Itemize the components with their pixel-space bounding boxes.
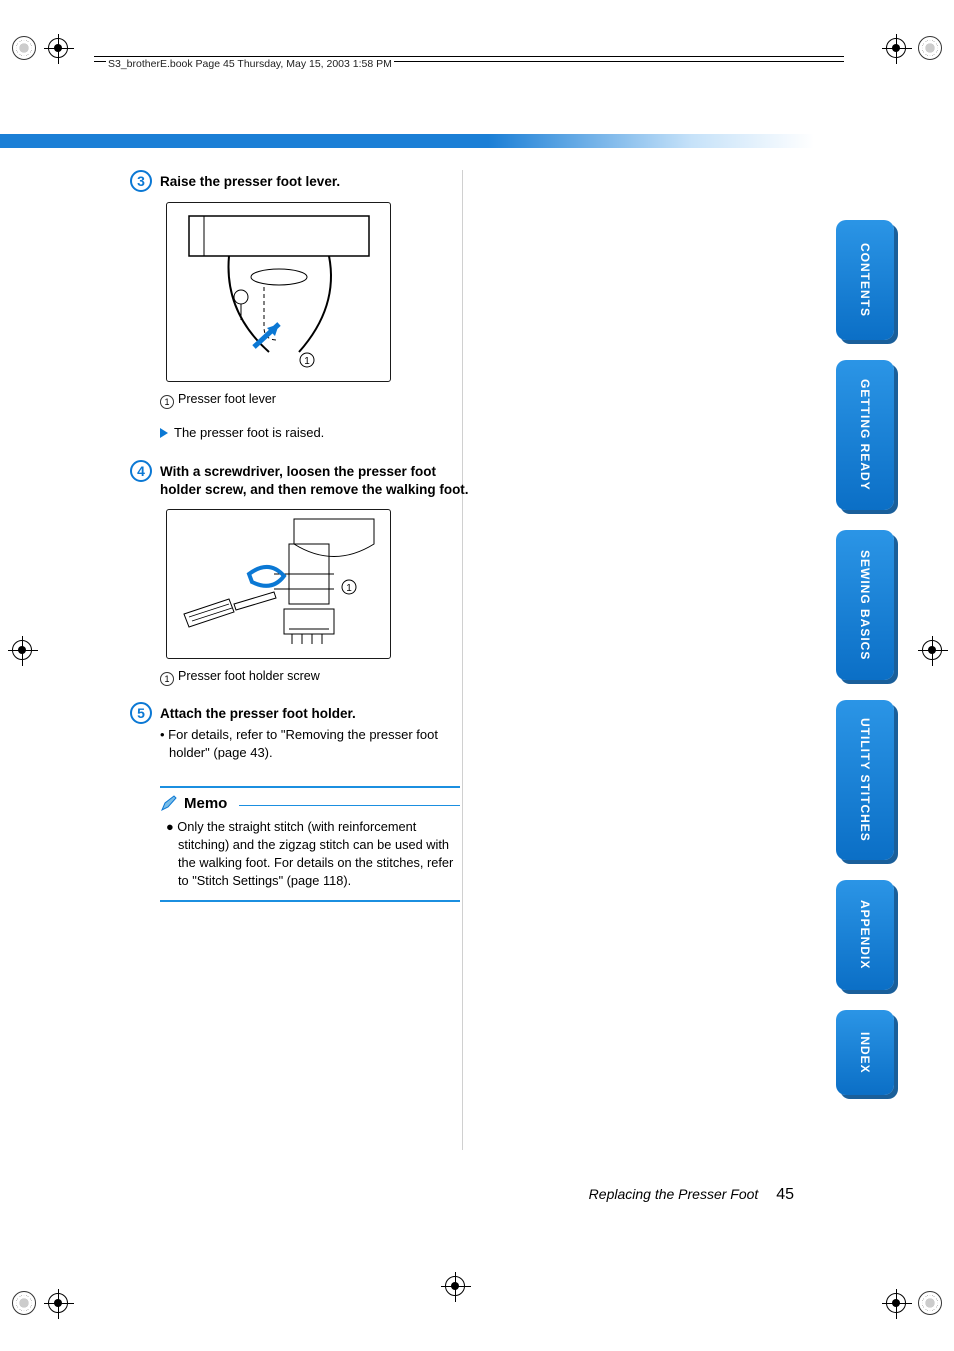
memo-rule [239, 805, 460, 806]
memo-box: Memo ● Only the straight stitch (with re… [160, 786, 460, 902]
step-5: 5 Attach the presser foot holder. • For … [130, 702, 470, 762]
memo-header: Memo [160, 794, 460, 812]
tab-index[interactable]: INDEX [836, 1010, 894, 1095]
blue-header-bar [0, 134, 814, 148]
memo-text: ● Only the straight stitch (with reinfor… [160, 818, 460, 890]
tab-utility-stitches[interactable]: UTILITY STITCHES [836, 700, 894, 860]
step-4-callouts: 1 Presser foot holder screw [160, 669, 470, 686]
figure-presser-foot-lever: 1 [166, 202, 391, 382]
step-number-5: 5 [130, 702, 152, 724]
side-tabs: CONTENTS GETTING READY SEWING BASICS UTI… [836, 220, 894, 1095]
crop-mark-bottom-left [12, 1291, 68, 1315]
callout-text: Presser foot lever [178, 392, 276, 406]
screwdriver-foot-icon: 1 [174, 514, 384, 654]
tab-contents[interactable]: CONTENTS [836, 220, 894, 340]
presser-foot-lever-icon: 1 [179, 212, 379, 372]
step-4-title: With a screwdriver, loosen the presser f… [160, 460, 470, 499]
result-text: The presser foot is raised. [174, 425, 324, 440]
figure-screwdriver: 1 [166, 509, 391, 659]
crop-mark-mid-left [12, 640, 32, 660]
tab-getting-ready[interactable]: GETTING READY [836, 360, 894, 510]
memo-pencil-icon [160, 794, 178, 812]
triangle-bullet-icon [160, 428, 168, 438]
memo-title: Memo [184, 795, 227, 812]
tab-appendix[interactable]: APPENDIX [836, 880, 894, 990]
crop-mark-top-left [12, 36, 68, 60]
left-column: 3 Raise the presser foot lever. 1 1 Press… [130, 170, 470, 902]
callout-num: 1 [160, 672, 174, 686]
tab-sewing-basics[interactable]: SEWING BASICS [836, 530, 894, 680]
callout-text: Presser foot holder screw [178, 669, 320, 683]
svg-text:1: 1 [304, 356, 310, 367]
footer-section-title: Replacing the Presser Foot [589, 1186, 759, 1202]
crop-mark-top-right [886, 36, 942, 60]
step-3-title: Raise the presser foot lever. [160, 170, 340, 192]
callout-1: 1 Presser foot holder screw [160, 669, 470, 686]
step-3-callouts: 1 Presser foot lever [160, 392, 470, 409]
memo-body-text: Only the straight stitch (with reinforce… [177, 819, 453, 888]
step-5-detail: • For details, refer to "Removing the pr… [160, 726, 470, 762]
callout-1: 1 Presser foot lever [160, 392, 470, 409]
crop-mark-mid-right [922, 640, 942, 660]
svg-text:1: 1 [346, 583, 352, 594]
page-footer: Replacing the Presser Foot 45 [589, 1186, 794, 1204]
step-5-title: Attach the presser foot holder. [160, 702, 470, 723]
callout-num: 1 [160, 395, 174, 409]
step-4: 4 With a screwdriver, loosen the presser… [130, 460, 470, 499]
crop-mark-bottom-center [445, 1276, 465, 1296]
step-number-3: 3 [130, 170, 152, 192]
step-5-bullet-text: For details, refer to "Removing the pres… [168, 727, 438, 760]
step-3-result: The presser foot is raised. [160, 425, 470, 440]
step-3: 3 Raise the presser foot lever. [130, 170, 470, 192]
step-number-4: 4 [130, 460, 152, 482]
footer-page-number: 45 [776, 1186, 794, 1203]
crop-mark-bottom-right [886, 1291, 942, 1315]
page-header-text: S3_brotherE.book Page 45 Thursday, May 1… [106, 58, 394, 70]
